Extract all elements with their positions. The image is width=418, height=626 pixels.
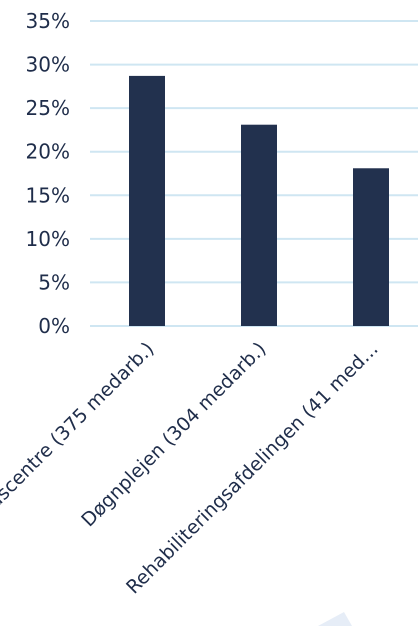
x-axis-category-labels: Sundhedscentre (375 medarb.)Døgnplejen (… bbox=[0, 338, 383, 598]
y-axis-ticks: 0% 5% 10% 15% 20% 25% 30% 35% bbox=[26, 9, 70, 338]
x-category-label: Døgnplejen (304 medarb.) bbox=[77, 338, 270, 531]
y-tick-label: 5% bbox=[38, 270, 70, 294]
bar bbox=[353, 168, 389, 326]
y-tick-label: 20% bbox=[26, 140, 70, 164]
y-tick-label: 15% bbox=[26, 183, 70, 207]
y-tick-label: 25% bbox=[26, 96, 70, 120]
x-category-label: Sundhedscentre (375 medarb.) bbox=[0, 338, 159, 564]
y-tick-label: 0% bbox=[38, 314, 70, 338]
y-tick-label: 10% bbox=[26, 227, 70, 251]
bars bbox=[129, 75, 389, 327]
y-tick-label: 30% bbox=[26, 53, 70, 77]
y-tick-label: 35% bbox=[26, 9, 70, 33]
bar bbox=[241, 124, 277, 326]
bar bbox=[129, 75, 165, 327]
partial-shape-decoration bbox=[318, 612, 352, 626]
x-category-label: Rehabiliteringsafdelingen (41 med... bbox=[122, 338, 382, 598]
